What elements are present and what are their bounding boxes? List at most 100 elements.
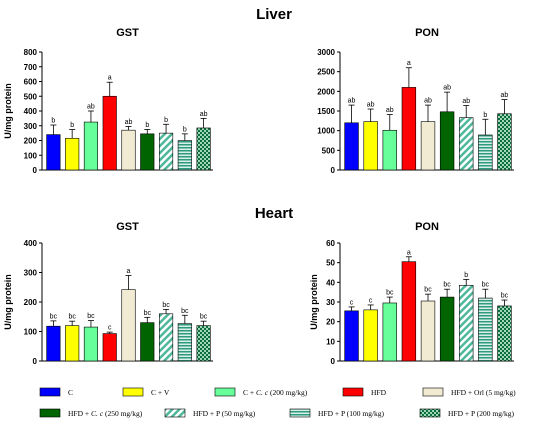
bar-2 [363,309,378,362]
significance-letter: b [464,272,468,279]
significance-letter: ab [462,98,470,105]
bar-5 [420,121,436,171]
legend-swatch [39,387,61,397]
legend: C C + V C + C. c (200 mg/kg) HFD HFD + Orl (… [39,387,516,418]
y-axis-label: U/mg protein [3,274,13,330]
significance-letter: b [70,122,74,129]
bar-4 [102,95,117,171]
significance-letter: ab [348,98,356,105]
chart-panel-liver-gst: GST U/mg protein 0 100 200 300 400 500 600 700 800… [3,27,213,175]
legend-item-6: HFD + C. c (250 mg/kg) [39,408,143,418]
y-tick-label: 400 [24,239,38,248]
chart-panel-heart-pon: PON U/mg protein 0 10 20 30 40 50 60 c c bc a bc bc b bc… [309,221,514,366]
bar-3 [382,302,397,362]
y-tick-label: 100 [24,151,38,160]
significance-letter: ab [367,102,375,109]
y-tick-label: 2500 [317,68,335,77]
y-tick-label: 800 [24,48,38,57]
bar-9 [196,325,211,362]
significance-letter: bc [200,314,208,321]
significance-letter: ab [87,104,95,111]
y-tick-label: 300 [24,269,38,278]
y-tick-label: 700 [24,63,38,72]
chart-title: PON [415,27,439,39]
y-tick-label: 10 [326,337,335,346]
significance-letter: b [51,118,55,125]
y-tick-label: 60 [326,239,335,248]
legend-label: C + V [151,388,170,397]
y-tick-label: 20 [326,318,335,327]
bar-9 [497,113,512,171]
legend-swatch [342,387,364,397]
legend-label: HFD + P (200 mg/kg) [448,409,515,418]
significance-letter: b [483,112,487,119]
bar-6 [439,111,455,171]
legend-label: C + C. c (200 mg/kg) [243,388,308,397]
bar-9 [497,305,512,362]
bar-6 [140,133,155,171]
legend-swatch [214,387,236,397]
legend-item-8: HFD + P (100 mg/kg) [289,408,385,418]
significance-letter: a [108,75,112,82]
legend-label: HFD + P (50 mg/kg) [193,409,256,418]
legend-item-7: HFD + P (50 mg/kg) [164,408,256,418]
y-tick-label: 400 [24,107,38,116]
section-title-liver: Liver [256,6,292,23]
significance-letter: bc [386,290,394,297]
legend-swatch [289,408,311,418]
significance-letter: ab [386,107,394,114]
significance-letter: c [350,299,354,306]
legend-swatch [419,408,441,418]
legend-item-9: HFD + P (200 mg/kg) [419,408,515,418]
legend-label: C [68,388,73,397]
significance-letter: ab [200,111,208,118]
significance-letter: a [127,268,131,275]
bar-6 [140,322,155,362]
significance-letter: ab [125,119,133,126]
significance-letter: c [369,297,373,304]
y-axis-label: U/mg protein [309,274,319,330]
chart-title: PON [415,221,439,233]
significance-letter: bc [87,313,95,320]
y-tick-label: 30 [326,298,335,307]
significance-letter: bc [443,282,451,289]
bar-5 [420,300,436,362]
legend-item-2: C + V [122,387,170,397]
bar-8 [177,140,192,171]
bar-2 [65,137,80,171]
section-title-heart: Heart [255,205,293,222]
legend-label: HFD [371,388,387,397]
significance-letter: c [108,325,112,332]
bar-1 [344,310,359,362]
chart-panel-liver-pon: PON 0 500 1000 1500 2000 2500 3000 ab ab ab a ab ab ab… [317,27,514,175]
y-tick-label: 0 [33,357,38,366]
significance-letter: b [183,126,187,133]
legend-swatch [164,408,186,418]
legend-label: HFD + Orl (5 mg/kg) [451,388,516,397]
y-tick-label: 300 [24,122,38,131]
bar-3 [83,326,99,362]
legend-swatch [122,387,144,397]
significance-letter: bc [424,287,432,294]
bar-3 [83,121,99,171]
y-tick-label: 500 [24,92,38,101]
significance-letter: a [407,249,411,256]
chart-title: GST [116,221,139,233]
chart-title: GST [116,27,139,39]
bar-2 [363,121,378,171]
legend-item-1: C [39,387,73,397]
bar-1 [46,134,61,171]
significance-letter: b [164,117,168,124]
bar-7 [459,284,474,362]
significance-letter: bc [501,293,509,300]
y-tick-label: 40 [326,278,335,287]
y-tick-label: 50 [326,259,335,268]
y-tick-label: 0 [331,166,336,175]
legend-label: HFD + P (100 mg/kg) [318,409,385,418]
significance-letter: a [407,60,411,67]
y-tick-label: 1500 [317,107,335,116]
bar-4 [401,87,417,171]
bar-4 [401,261,417,362]
